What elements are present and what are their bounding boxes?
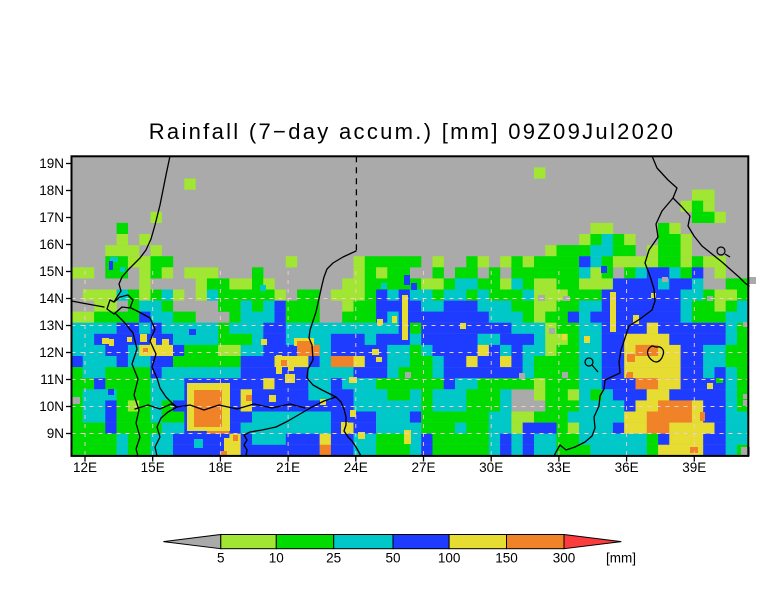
svg-text:16N: 16N <box>39 237 64 252</box>
svg-text:18E: 18E <box>208 460 232 475</box>
svg-text:18N: 18N <box>39 183 64 198</box>
svg-text:5: 5 <box>217 551 225 566</box>
svg-text:21E: 21E <box>276 460 300 475</box>
svg-text:15N: 15N <box>39 264 64 279</box>
svg-text:36E: 36E <box>615 460 639 475</box>
svg-text:11N: 11N <box>40 372 64 387</box>
svg-text:30E: 30E <box>479 460 503 475</box>
svg-text:14N: 14N <box>39 291 64 306</box>
svg-text:10: 10 <box>269 551 284 566</box>
svg-text:100: 100 <box>438 551 461 566</box>
svg-text:10N: 10N <box>39 399 64 414</box>
svg-text:9N: 9N <box>47 426 64 441</box>
svg-text:39E: 39E <box>682 460 706 475</box>
svg-text:24E: 24E <box>344 460 368 475</box>
svg-text:33E: 33E <box>547 460 571 475</box>
svg-text:25: 25 <box>326 551 341 566</box>
svg-text:15E: 15E <box>141 460 165 475</box>
svg-text:19N: 19N <box>39 156 64 171</box>
svg-text:[mm]: [mm] <box>606 551 636 566</box>
svg-text:17N: 17N <box>39 210 64 225</box>
svg-text:300: 300 <box>553 551 576 566</box>
svg-text:150: 150 <box>495 551 518 566</box>
svg-text:12E: 12E <box>73 460 97 475</box>
svg-text:13N: 13N <box>39 318 64 333</box>
svg-text:12N: 12N <box>39 345 64 360</box>
svg-text:Rainfall (7−day accum.) [mm] 0: Rainfall (7−day accum.) [mm] 09Z09Jul202… <box>149 119 676 144</box>
svg-text:27E: 27E <box>411 460 435 475</box>
svg-text:50: 50 <box>385 551 400 566</box>
